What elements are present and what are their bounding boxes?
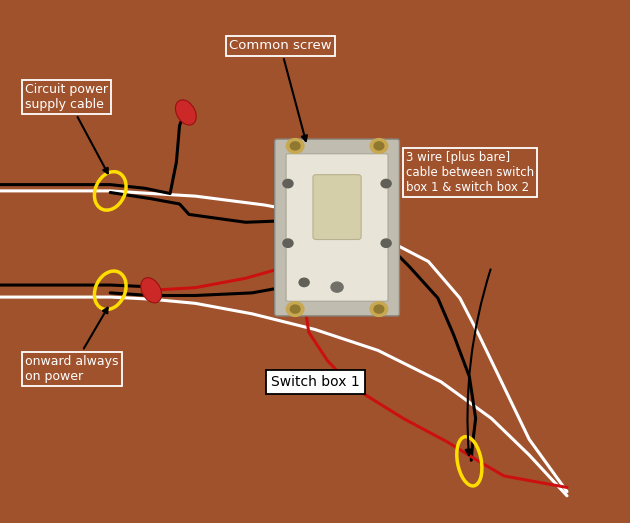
Circle shape [287, 139, 304, 153]
Ellipse shape [176, 100, 196, 125]
FancyBboxPatch shape [275, 139, 399, 316]
Text: Common screw: Common screw [229, 39, 331, 141]
Circle shape [290, 305, 300, 313]
Text: Switch box 1: Switch box 1 [271, 375, 360, 389]
Circle shape [290, 142, 300, 150]
Circle shape [283, 239, 293, 247]
Ellipse shape [141, 278, 161, 303]
FancyBboxPatch shape [286, 154, 388, 301]
Circle shape [370, 302, 388, 316]
Text: onward always
on power: onward always on power [25, 308, 118, 383]
Circle shape [370, 139, 388, 153]
Circle shape [299, 278, 309, 287]
Circle shape [381, 239, 391, 247]
Circle shape [381, 179, 391, 188]
Circle shape [331, 282, 343, 292]
Circle shape [283, 179, 293, 188]
Circle shape [287, 302, 304, 316]
Text: 3 wire [plus bare]
cable between switch
box 1 & switch box 2: 3 wire [plus bare] cable between switch … [406, 151, 534, 194]
Text: Circuit power
supply cable: Circuit power supply cable [25, 83, 108, 173]
Circle shape [374, 142, 384, 150]
Circle shape [374, 305, 384, 313]
FancyBboxPatch shape [313, 175, 361, 240]
